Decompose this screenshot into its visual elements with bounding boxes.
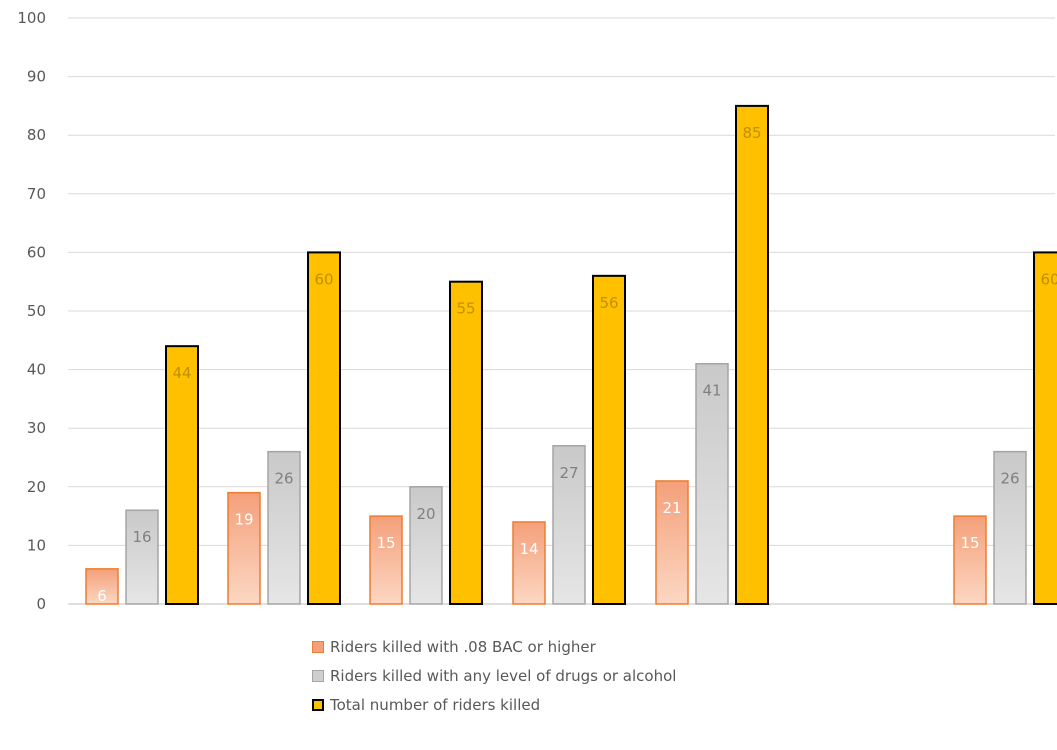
y-tick-label: 40 xyxy=(27,361,46,379)
data-label: 44 xyxy=(172,364,191,382)
y-tick-label: 60 xyxy=(27,243,46,261)
bar-chart: 0102030405060708090100616442014192660201… xyxy=(17,9,1057,630)
data-label: 27 xyxy=(559,464,578,482)
bar xyxy=(1033,251,1057,605)
y-tick-label: 90 xyxy=(27,68,46,86)
bar xyxy=(953,515,987,605)
legend-swatch-total xyxy=(312,698,324,711)
data-label: 15 xyxy=(960,534,979,552)
bar xyxy=(735,104,769,606)
legend-label-total: Total number of riders killed xyxy=(330,695,541,714)
data-label: 21 xyxy=(662,499,681,517)
bar xyxy=(695,362,729,605)
y-tick-label: 0 xyxy=(36,595,46,613)
bar xyxy=(993,450,1027,605)
y-tick-label: 80 xyxy=(27,126,46,144)
legend-item-total: Total number of riders killed xyxy=(312,690,676,719)
legend-label-bac: Riders killed with .08 BAC or higher xyxy=(330,637,596,656)
data-label: 14 xyxy=(519,540,538,558)
data-label: 6 xyxy=(97,587,107,605)
legend-item-bac: Riders killed with .08 BAC or higher xyxy=(312,632,676,661)
legend-swatch-bac xyxy=(312,640,324,653)
legend-item-any-level: Riders killed with any level of drugs or… xyxy=(312,661,676,690)
x-tick-label: Average xyxy=(979,628,1041,630)
bar xyxy=(85,568,119,605)
bar xyxy=(369,515,403,605)
bar xyxy=(307,251,341,605)
data-label: 60 xyxy=(314,270,333,288)
bar xyxy=(165,345,199,605)
data-label: 41 xyxy=(702,382,721,400)
y-tick-label: 50 xyxy=(27,302,46,320)
data-label: 26 xyxy=(1000,470,1019,488)
x-tick-label: 2017 xyxy=(550,628,588,630)
bar xyxy=(449,280,483,605)
y-tick-label: 100 xyxy=(17,9,46,27)
x-tick-label: 2015 xyxy=(265,628,303,630)
y-tick-label: 30 xyxy=(27,419,46,437)
bar xyxy=(409,486,443,605)
x-tick-label: 2016 xyxy=(407,628,445,630)
x-tick-label: 2014 xyxy=(123,628,161,630)
data-label: 85 xyxy=(742,124,761,142)
legend-label-any-level: Riders killed with any level of drugs or… xyxy=(330,666,677,685)
data-label: 26 xyxy=(274,470,293,488)
bar xyxy=(552,445,586,605)
data-label: 19 xyxy=(234,511,253,529)
data-label: 55 xyxy=(456,300,475,318)
bar xyxy=(267,450,301,605)
bar xyxy=(592,274,626,605)
y-tick-label: 20 xyxy=(27,478,46,496)
data-label: 20 xyxy=(416,505,435,523)
legend-swatch-any-level xyxy=(312,669,324,682)
y-tick-label: 70 xyxy=(27,185,46,203)
bar xyxy=(125,509,159,605)
x-tick-label: 2018 xyxy=(693,628,731,630)
data-label: 15 xyxy=(376,534,395,552)
bar xyxy=(227,491,261,605)
bar xyxy=(512,521,546,605)
y-tick-label: 10 xyxy=(27,536,46,554)
legend: Riders killed with .08 BAC or higher Rid… xyxy=(312,632,676,719)
data-label: 56 xyxy=(599,294,618,312)
data-label: 16 xyxy=(132,528,151,546)
data-label: 60 xyxy=(1040,270,1057,288)
bar xyxy=(655,480,689,605)
